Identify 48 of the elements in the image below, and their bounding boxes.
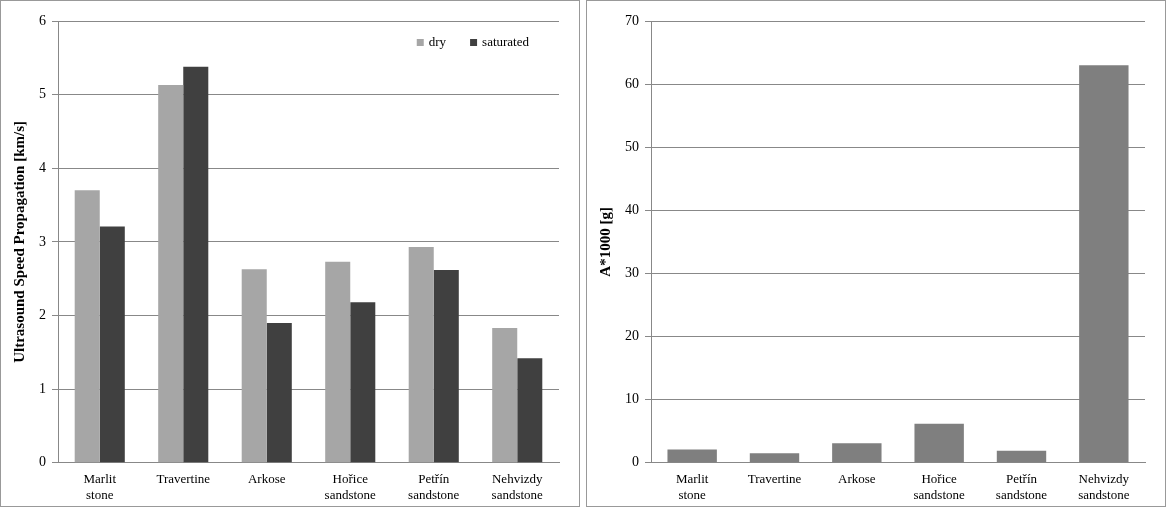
x-tick-label: Petřín sandstone [408,471,460,502]
bar [914,423,964,463]
bar [517,358,543,463]
y-tick-label: 1 [39,380,46,396]
y-tick-label: 70 [625,12,639,28]
y-tick-label: 0 [632,454,639,470]
x-tick-label: Nehvizdy sandstone [1078,471,1130,502]
bar [667,449,717,463]
x-tick-label: Travertine [747,471,802,487]
y-tick-label: 0 [39,454,46,470]
y-tick-label: 60 [625,75,639,91]
bar [749,453,800,463]
x-tick-label: Petřín sandstone [995,471,1048,502]
y-tick-label: 50 [625,138,639,154]
y-tick-label: 3 [39,233,46,249]
bar [492,328,518,463]
y-tick-label: 10 [625,391,639,407]
x-tick-label: Marlit stone [675,471,709,502]
bar [158,85,184,463]
x-tick-label: Hořice sandstone [324,471,377,502]
y-axis-title: A*1000 [g] [596,207,613,277]
bar [408,247,434,463]
y-tick-label: 2 [39,307,46,323]
bar [99,226,125,463]
x-tick-label: Marlit stone [83,471,117,502]
bar [350,302,376,463]
x-tick-label: Arkose [247,471,286,487]
y-tick-label: 30 [625,265,639,281]
x-tick-label: Hořice sandstone [913,471,966,502]
legend-label: dry [428,34,447,50]
legend-label: saturated [482,34,530,50]
bar [433,269,459,463]
bar [183,66,209,463]
x-tick-label: Nehvizdy sandstone [491,471,544,502]
bar [241,269,267,463]
y-tick-label: 4 [39,159,46,175]
y-tick-label: 40 [625,202,639,218]
bar [266,322,292,463]
bar [325,261,351,463]
x-tick-label: Arkose [838,471,876,487]
y-tick-label: 6 [39,12,46,28]
y-tick-label: 20 [625,328,639,344]
y-tick-label: 5 [39,86,46,102]
bar [74,190,100,463]
bar [832,443,882,463]
x-tick-label: Travertine [156,471,211,487]
bar [996,450,1047,463]
y-axis-title: Ultrasound Speed Propagation [km/s] [10,120,27,363]
